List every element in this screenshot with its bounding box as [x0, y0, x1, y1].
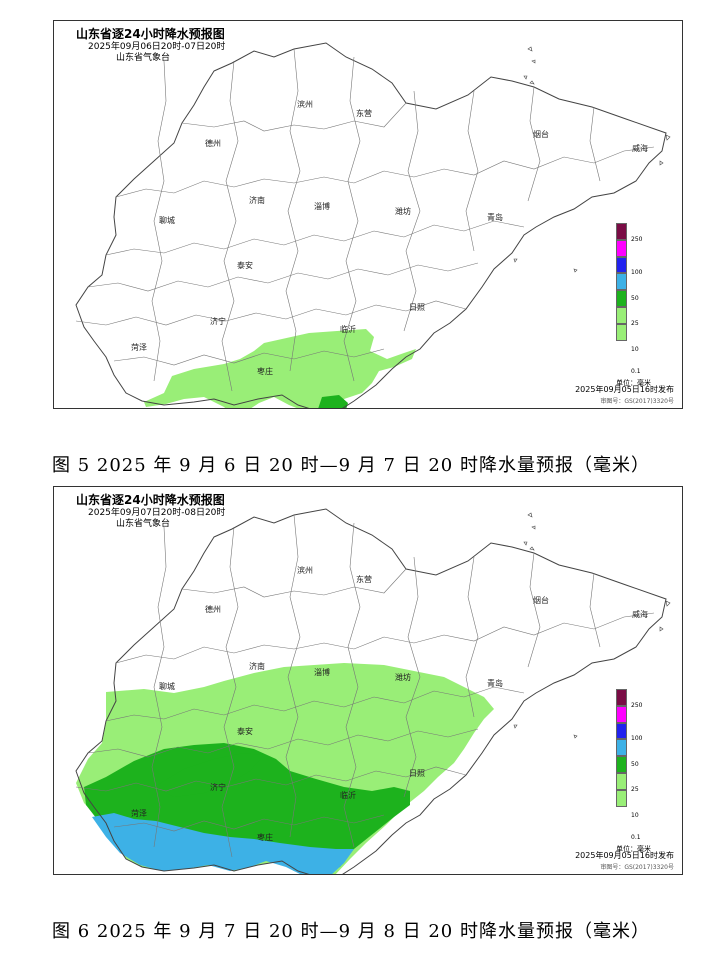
rain-zone-light-1	[144, 329, 416, 408]
legend-swatch-25	[616, 273, 627, 291]
city-label: 滨州	[297, 99, 313, 109]
county-borders-2	[75, 514, 655, 858]
map-title: 山东省逐24小时降水预报图	[76, 493, 225, 507]
city-label: 日照	[409, 303, 425, 312]
legend-swatch-0	[616, 789, 627, 807]
city-label: 济南	[249, 195, 265, 205]
city-label: 日照	[409, 769, 425, 778]
legend-tick: 50	[631, 761, 639, 768]
city-label: 枣庄	[257, 832, 273, 842]
legend-color-bar	[616, 689, 627, 807]
city-label: 菏泽	[131, 342, 147, 352]
city-label: 济宁	[210, 316, 226, 326]
map-title-block-1: 山东省逐24小时降水预报图 2025年09月06日20时-07日20时 山东省气…	[76, 27, 225, 65]
legend-swatch-250	[616, 223, 627, 240]
legend-tick: 25	[631, 320, 639, 327]
city-label: 临沂	[340, 324, 356, 334]
city-label: 菏泽	[131, 808, 147, 818]
legend-tick: 250	[631, 702, 643, 709]
legend-unit: 单位：毫米	[616, 379, 651, 387]
legend-tick: 0.1	[631, 368, 641, 375]
city-label: 济南	[249, 661, 265, 671]
rain-zone-moderate-1	[318, 395, 348, 408]
legend-swatch-25	[616, 739, 627, 757]
islands-2	[513, 512, 671, 739]
legend-swatch-0.1	[616, 772, 627, 790]
map-agency: 山东省气象台	[116, 53, 171, 64]
city-label: 聊城	[159, 682, 175, 691]
city-label: 烟台	[533, 595, 549, 605]
city-label: 潍坊	[395, 206, 411, 216]
legend-tick: 50	[631, 295, 639, 302]
city-label: 青岛	[487, 678, 503, 688]
legend-tick: 0.1	[631, 834, 641, 841]
shandong-outline-2	[75, 508, 667, 874]
legend-swatch-10	[616, 290, 627, 307]
city-label: 威海	[632, 143, 648, 153]
issue-time: 2025年09月05日16时发布	[575, 851, 674, 860]
figure-caption-6: 图 6 2025 年 9 月 7 日 20 时—9 月 8 日 20 时降水量预…	[52, 921, 650, 942]
rain-map-day2: 滨州东营德州 烟台威海济南淄博潍坊聊城 青岛泰安日照济宁临沂菏泽枣庄 山东省逐24小…	[53, 486, 683, 875]
map-title-block-2: 山东省逐24小时降水预报图 2025年09月07日20时-08日20时 山东省气…	[76, 493, 225, 531]
rain-map-day1: 滨州东营德州 烟台威海济南淄博潍坊聊城 青岛泰安日照济宁临沂菏泽枣庄 山东省逐24小…	[53, 20, 683, 409]
legend-swatch-0.1	[616, 306, 627, 324]
legend-swatch-50	[616, 722, 627, 740]
legend-swatch-50	[616, 256, 627, 274]
city-label: 德州	[205, 604, 221, 614]
city-label: 威海	[632, 609, 648, 619]
city-label: 潍坊	[395, 672, 411, 682]
county-borders-1	[75, 48, 655, 392]
legend-swatch-0	[616, 323, 627, 341]
legend-tick: 250	[631, 236, 643, 243]
city-label: 淄博	[314, 667, 330, 677]
legend-tick: 100	[631, 269, 643, 276]
city-label: 枣庄	[257, 366, 273, 376]
review-number: 审图号：GS(2017)3320号	[600, 864, 674, 871]
map-agency: 山东省气象台	[116, 519, 171, 530]
legend-tick: 25	[631, 786, 639, 793]
map-period: 2025年09月06日20时-07日20时	[88, 42, 226, 52]
city-label: 青岛	[487, 212, 503, 222]
legend-swatch-10	[616, 756, 627, 773]
city-label: 德州	[205, 138, 221, 148]
issue-time: 2025年09月05日16时发布	[575, 385, 674, 394]
city-label: 东营	[356, 574, 372, 584]
city-label: 泰安	[237, 726, 253, 736]
legend-swatch-100	[616, 239, 627, 257]
rain-zone-heavy-2	[92, 813, 354, 874]
city-label: 东营	[356, 108, 372, 118]
city-label: 淄博	[314, 201, 330, 211]
legend-tick: 10	[631, 812, 639, 819]
legend-2: 250 100 50 25 10 0.1 单位：毫米	[616, 689, 672, 857]
shandong-outline-1	[75, 42, 667, 408]
figure-caption-5: 图 5 2025 年 9 月 6 日 20 时—9 月 7 日 20 时降水量预…	[52, 455, 650, 476]
legend-tick: 10	[631, 346, 639, 353]
map-title: 山东省逐24小时降水预报图	[76, 27, 225, 41]
legend-tick: 100	[631, 735, 643, 742]
islands-1	[513, 46, 671, 273]
city-label: 泰安	[237, 260, 253, 270]
city-label: 济宁	[210, 782, 226, 792]
map-period: 2025年09月07日20时-08日20时	[88, 508, 226, 518]
legend-color-bar	[616, 223, 627, 341]
legend-swatch-250	[616, 689, 627, 706]
review-number: 审图号：GS(2017)3320号	[600, 398, 674, 405]
legend-swatch-100	[616, 705, 627, 723]
legend-1: 250 100 50 25 10 0.1 单位：毫米	[616, 223, 672, 391]
city-label: 烟台	[533, 129, 549, 139]
legend-unit: 单位：毫米	[616, 845, 651, 853]
city-label: 聊城	[159, 216, 175, 225]
city-label: 滨州	[297, 565, 313, 575]
city-label: 临沂	[340, 790, 356, 800]
